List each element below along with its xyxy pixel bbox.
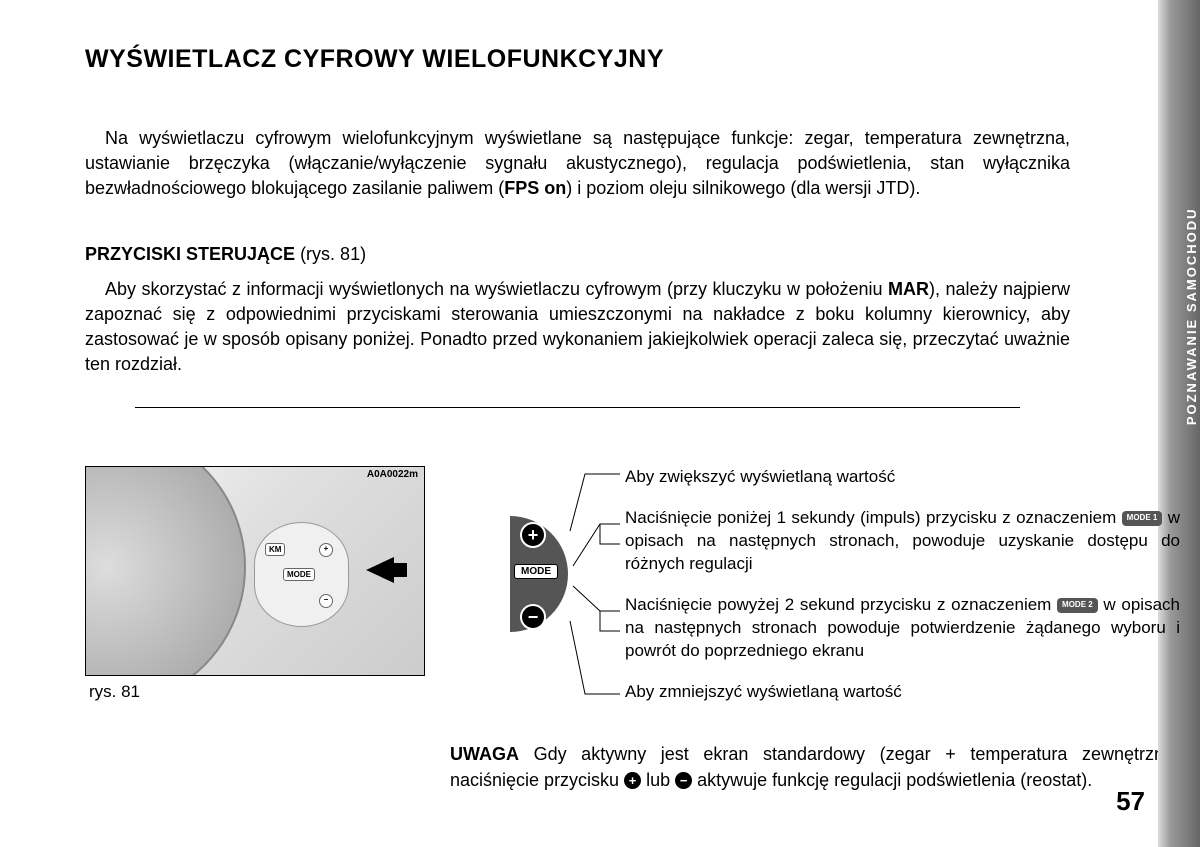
subtitle: PRZYCISKI STERUJĄCE (rys. 81) [85,244,1070,265]
sidebar-tab: POZNAWANIE SAMOCHODU [1158,0,1200,847]
intro-paragraph: Na wyświetlaczu cyfrowym wielofunkcyjnym… [85,126,1070,202]
note-label: UWAGA [450,744,519,764]
page-title: WYŚWIETLACZ CYFROWY WIELOFUNKCYJNY [85,45,1070,74]
control-paragraph: Aby skorzystać z informacji wyświetlonyc… [85,277,1070,378]
page: POZNAWANIE SAMOCHODU WYŚWIETLACZ CYFROWY… [0,0,1200,847]
callout-lines [85,466,645,706]
subtitle-bold: PRZYCISKI STERUJĄCE [85,244,295,264]
fps-label: FPS on [504,178,566,198]
page-number: 57 [1116,786,1145,817]
desc-mode1: Naciśnięcie poniżej 1 sekundy (impuls) p… [625,507,1180,576]
desc-decrease: Aby zmniejszyć wyświetlaną wartość [625,681,1180,704]
ctrl-before: Aby skorzystać z informacji wyświetlonyc… [105,279,888,299]
desc-mode2: Naciśnięcie powyżej 2 sekund przycisku z… [625,594,1180,663]
divider-line [135,407,1020,408]
mar-label: MAR [888,279,929,299]
desc-increase: Aby zwiększyć wyświetlaną wartość [625,466,1180,489]
mode1-chip: MODE 1 [1122,511,1163,526]
note-paragraph: UWAGA Gdy aktywny jest ekran standardowy… [450,742,1180,792]
descriptions: Aby zwiększyć wyświetlaną wartość Naciśn… [625,466,1180,704]
intro-text-after: ) i poziom oleju silnikowego (dla wersji… [566,178,920,198]
plus-circle-icon: + [624,772,641,789]
minus-circle-icon: − [675,772,692,789]
note-after: aktywuje funkcję regulacji podświetlenia… [692,770,1092,790]
diagram-section: A0A0022m KM + MODE − rys. 81 + MODE [85,466,1070,702]
content-area: WYŚWIETLACZ CYFROWY WIELOFUNKCYJNY Na wy… [0,0,1155,793]
subtitle-ref: (rys. 81) [300,244,366,264]
desc-mode1-before: Naciśnięcie poniżej 1 sekundy (impuls) p… [625,508,1122,527]
mode2-chip: MODE 2 [1057,598,1098,613]
sidebar-label: POZNAWANIE SAMOCHODU [1185,208,1200,426]
desc-mode2-before: Naciśnięcie powyżej 2 sekund przycisku z… [625,595,1057,614]
note-mid: lub [641,770,675,790]
